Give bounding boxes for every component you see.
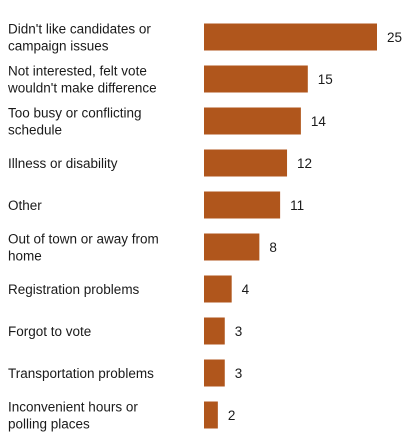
category-label: Transportation problems — [8, 366, 154, 381]
category-label: Too busy or conflicting schedule — [8, 106, 142, 138]
value-label: 3 — [235, 324, 243, 339]
category-label-line: schedule — [8, 123, 62, 138]
value-label: 15 — [318, 72, 333, 87]
value-label: 8 — [269, 240, 277, 255]
category-label-line: Other — [8, 198, 42, 213]
bar — [204, 107, 301, 135]
bar — [204, 65, 308, 93]
category-label: Out of town or away from home — [8, 232, 159, 264]
value-label: 2 — [228, 408, 236, 423]
bar — [204, 317, 225, 345]
category-label-line: Didn't like candidates or — [8, 22, 151, 37]
category-label-line: campaign issues — [8, 39, 109, 54]
value-label: 4 — [242, 282, 250, 297]
bar — [204, 275, 232, 303]
category-label-line: Forgot to vote — [8, 324, 91, 339]
value-label: 25 — [387, 30, 402, 45]
category-label-line: Out of town or away from — [8, 232, 159, 247]
category-label: Inconvenient hours or polling places — [8, 400, 138, 432]
category-label-line: Registration problems — [8, 282, 140, 297]
category-label-line: Inconvenient hours or — [8, 400, 138, 415]
category-label: Forgot to vote — [8, 324, 91, 339]
category-label: Other — [8, 198, 42, 213]
bar — [204, 191, 281, 219]
category-label-line: Not interested, felt vote — [8, 64, 147, 79]
bar — [204, 233, 260, 261]
category-label: Illness or disability — [8, 156, 118, 171]
category-label-line: wouldn't make difference — [7, 81, 157, 96]
category-label-line: home — [8, 249, 42, 264]
value-label: 12 — [297, 156, 312, 171]
value-label: 14 — [311, 114, 327, 129]
category-label-line: Illness or disability — [8, 156, 118, 171]
bar — [204, 149, 288, 177]
bar — [204, 23, 377, 51]
category-label: Didn't like candidates or campaign issues — [8, 22, 151, 54]
category-label: Registration problems — [8, 282, 140, 297]
bar — [204, 359, 225, 387]
category-label-line: Too busy or conflicting — [8, 106, 142, 121]
value-label: 3 — [235, 366, 243, 381]
bar — [204, 401, 218, 429]
category-label-line: Transportation problems — [8, 366, 154, 381]
value-label: 11 — [290, 198, 304, 213]
category-label-line: polling places — [8, 417, 90, 432]
category-label: Not interested, felt vote wouldn't make d… — [7, 64, 157, 96]
